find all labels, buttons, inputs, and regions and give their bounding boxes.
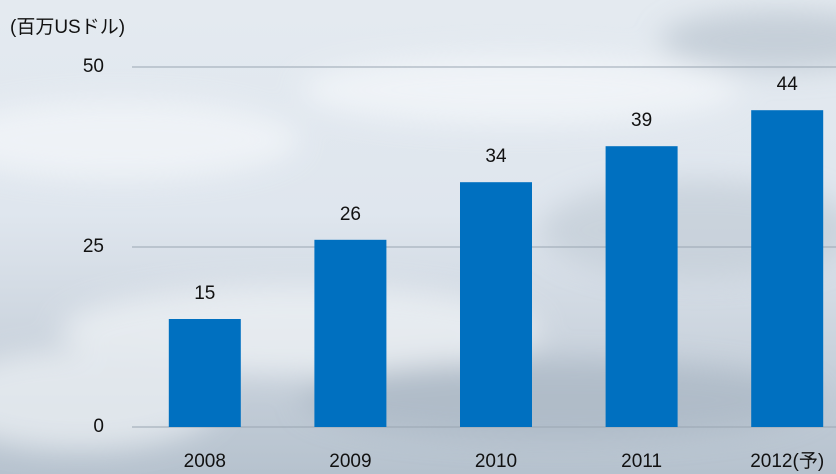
bar xyxy=(605,146,678,427)
x-tick-label: 2009 xyxy=(329,451,371,472)
data-label: 44 xyxy=(777,74,799,95)
bar xyxy=(168,319,241,427)
bar xyxy=(751,110,824,427)
axis-unit-title: (百万USドル) xyxy=(10,17,125,38)
x-tick-label: 2008 xyxy=(184,451,226,472)
y-tick-label: 50 xyxy=(83,56,104,77)
data-label: 26 xyxy=(340,204,361,225)
data-label: 15 xyxy=(194,283,215,304)
bar xyxy=(460,182,532,427)
data-label: 39 xyxy=(631,110,652,131)
bar xyxy=(314,239,387,427)
data-label: 34 xyxy=(485,146,507,167)
x-tick-label: 2011 xyxy=(621,451,662,472)
x-tick-label: 2012(予) xyxy=(750,451,824,472)
y-tick-label: 0 xyxy=(93,416,104,437)
y-tick-label: 25 xyxy=(83,236,104,257)
x-tick-label: 2010 xyxy=(475,451,517,472)
